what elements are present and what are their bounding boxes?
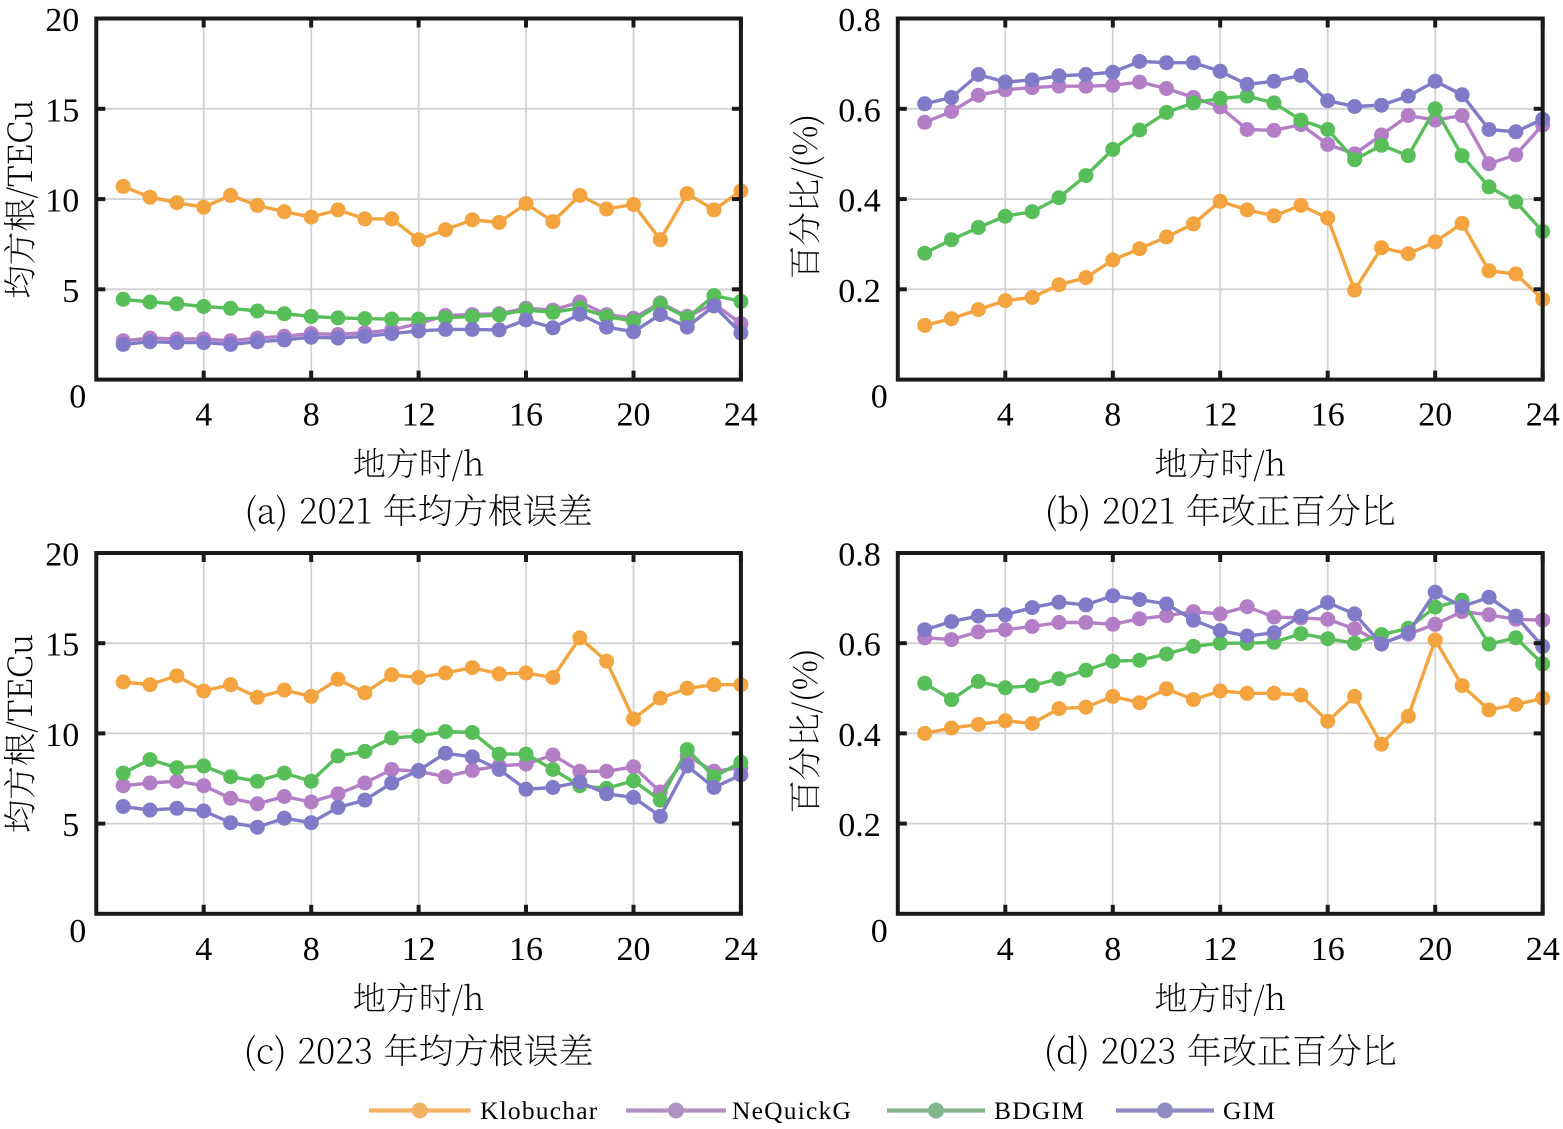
svg-text:0: 0: [69, 913, 86, 950]
svg-text:20: 20: [45, 2, 79, 39]
svg-text:10: 10: [45, 183, 79, 220]
svg-text:8: 8: [303, 397, 320, 434]
svg-text:16: 16: [509, 931, 543, 968]
svg-text:4: 4: [997, 397, 1014, 434]
svg-text:20: 20: [617, 931, 651, 968]
svg-text:4: 4: [195, 931, 212, 968]
svg-text:5: 5: [62, 273, 79, 310]
svg-text:8: 8: [1104, 931, 1121, 968]
svg-text:0: 0: [871, 913, 888, 950]
svg-text:16: 16: [509, 397, 543, 434]
svg-text:24: 24: [1526, 397, 1560, 434]
svg-text:Klobuchar: Klobuchar: [480, 1096, 598, 1125]
svg-text:15: 15: [45, 627, 79, 664]
svg-text:8: 8: [303, 931, 320, 968]
svg-text:20: 20: [1418, 931, 1452, 968]
svg-text:0.2: 0.2: [838, 273, 881, 310]
svg-text:5: 5: [62, 807, 79, 844]
svg-text:16: 16: [1311, 931, 1345, 968]
svg-text:12: 12: [402, 931, 436, 968]
svg-text:10: 10: [45, 717, 79, 754]
svg-text:0.4: 0.4: [838, 183, 881, 220]
svg-text:0: 0: [69, 379, 86, 416]
svg-text:4: 4: [997, 931, 1014, 968]
svg-text:12: 12: [1203, 931, 1237, 968]
svg-text:0.8: 0.8: [838, 2, 881, 39]
svg-text:BDGIM: BDGIM: [994, 1096, 1085, 1125]
svg-text:24: 24: [724, 931, 758, 968]
svg-text:15: 15: [45, 92, 79, 129]
svg-text:0.6: 0.6: [838, 92, 881, 129]
svg-text:20: 20: [617, 397, 651, 434]
svg-text:12: 12: [1203, 397, 1237, 434]
svg-text:24: 24: [1526, 931, 1560, 968]
svg-text:8: 8: [1104, 397, 1121, 434]
svg-text:16: 16: [1311, 397, 1345, 434]
svg-text:GIM: GIM: [1223, 1096, 1276, 1125]
svg-text:0: 0: [871, 379, 888, 416]
svg-text:0.4: 0.4: [838, 717, 881, 754]
svg-text:12: 12: [402, 397, 436, 434]
svg-text:20: 20: [45, 537, 79, 574]
svg-text:24: 24: [724, 397, 758, 434]
svg-text:20: 20: [1418, 397, 1452, 434]
svg-text:0.6: 0.6: [838, 627, 881, 664]
svg-text:NeQuickG: NeQuickG: [732, 1096, 852, 1125]
svg-text:0.2: 0.2: [838, 807, 881, 844]
svg-text:4: 4: [195, 397, 212, 434]
svg-text:0.8: 0.8: [838, 537, 881, 574]
